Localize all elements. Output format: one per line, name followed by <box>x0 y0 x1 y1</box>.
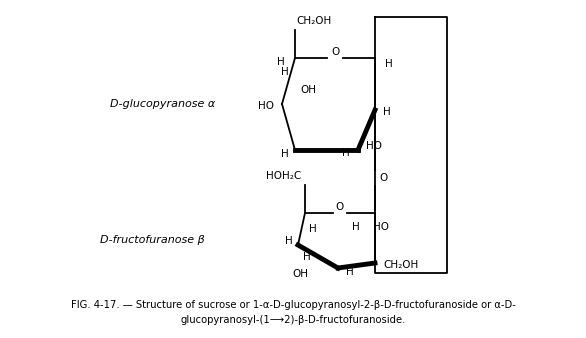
Text: D-glucopyranose α: D-glucopyranose α <box>110 99 216 109</box>
Text: H: H <box>342 148 350 158</box>
Text: HO: HO <box>258 101 274 111</box>
Text: H: H <box>277 57 285 67</box>
Text: O: O <box>331 47 339 57</box>
Text: H: H <box>281 149 289 159</box>
Text: H: H <box>383 107 391 117</box>
Text: OH: OH <box>300 85 316 95</box>
Text: H: H <box>303 252 311 262</box>
Text: CH₂OH: CH₂OH <box>383 260 418 270</box>
Text: H: H <box>385 59 393 69</box>
Text: HO: HO <box>366 141 382 151</box>
Text: H: H <box>281 67 289 77</box>
Text: H: H <box>352 222 360 232</box>
Text: O: O <box>379 173 387 183</box>
Text: H: H <box>346 267 354 277</box>
Text: HOH₂C: HOH₂C <box>265 171 301 181</box>
Text: HO: HO <box>373 222 389 232</box>
Text: CH₂OH: CH₂OH <box>296 16 331 26</box>
Text: O: O <box>336 202 344 212</box>
Text: H: H <box>309 224 317 234</box>
Text: glucopyranosyl-(1⟶2)-β-D-fructofuranoside.: glucopyranosyl-(1⟶2)-β-D-fructofuranosid… <box>180 315 406 325</box>
Text: H: H <box>285 236 293 246</box>
Text: OH: OH <box>292 269 308 279</box>
Text: FIG. 4-17. — Structure of sucrose or 1-α-D-glucopyranosyl-2-β-D-fructofuranoside: FIG. 4-17. — Structure of sucrose or 1-α… <box>70 300 516 310</box>
Text: D-fructofuranose β: D-fructofuranose β <box>100 235 205 245</box>
